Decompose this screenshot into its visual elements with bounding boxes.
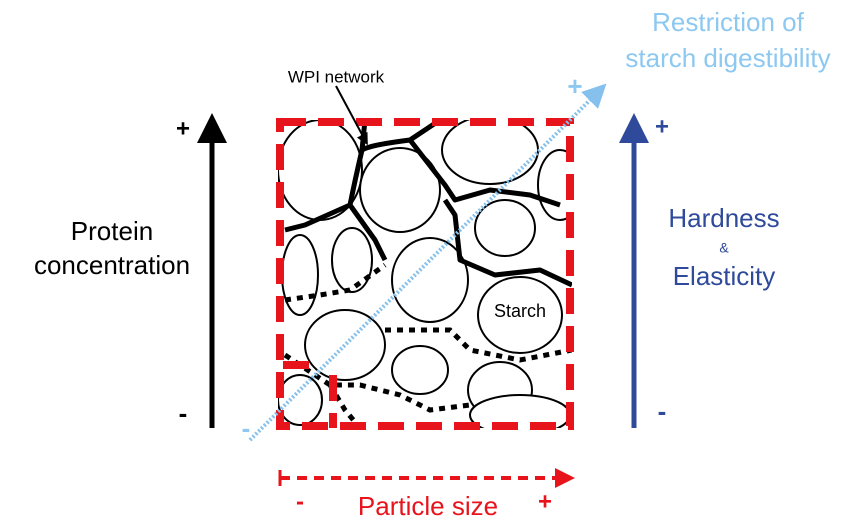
hardness-label: Elasticity xyxy=(673,261,776,291)
protein-label: concentration xyxy=(34,250,190,280)
wpi-label: WPI network xyxy=(288,67,385,86)
hardness-label: & xyxy=(719,240,729,256)
microstructure xyxy=(278,116,582,435)
size-label: Particle size xyxy=(358,491,498,521)
hardness-minus: - xyxy=(658,396,667,426)
hardness-label: Hardness xyxy=(668,203,779,233)
size-minus: - xyxy=(296,488,304,515)
starch-label: Starch xyxy=(494,301,546,321)
hardness-plus: + xyxy=(655,113,669,140)
digestibility-label: starch digestibility xyxy=(625,43,830,73)
digestibility-label: Restriction of xyxy=(652,7,804,37)
protein-label: Protein xyxy=(71,216,153,246)
protein-minus: - xyxy=(179,398,188,428)
diagram: Restriction of starch digestibility + - … xyxy=(0,0,857,522)
size-plus: + xyxy=(538,488,552,515)
protein-plus: + xyxy=(176,115,190,142)
digestibility-minus: - xyxy=(242,413,251,443)
digestibility-plus: + xyxy=(567,71,582,101)
